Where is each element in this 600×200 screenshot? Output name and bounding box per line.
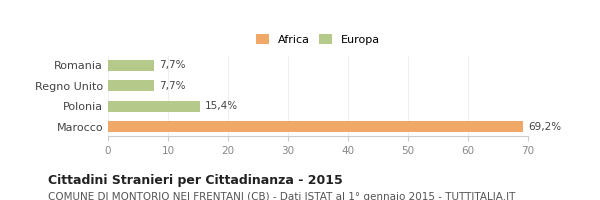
Bar	[108, 121, 523, 132]
Text: 15,4%: 15,4%	[205, 101, 238, 111]
Bar	[108, 101, 200, 112]
Text: 69,2%: 69,2%	[528, 122, 561, 132]
Text: Cittadini Stranieri per Cittadinanza - 2015: Cittadini Stranieri per Cittadinanza - 2…	[48, 174, 343, 187]
Bar	[108, 80, 154, 91]
Text: 7,7%: 7,7%	[159, 60, 185, 70]
Bar	[108, 60, 154, 71]
Legend: Africa, Europa: Africa, Europa	[253, 31, 383, 49]
Text: COMUNE DI MONTORIO NEI FRENTANI (CB) - Dati ISTAT al 1° gennaio 2015 - TUTTITALI: COMUNE DI MONTORIO NEI FRENTANI (CB) - D…	[48, 192, 515, 200]
Text: 7,7%: 7,7%	[159, 81, 185, 91]
